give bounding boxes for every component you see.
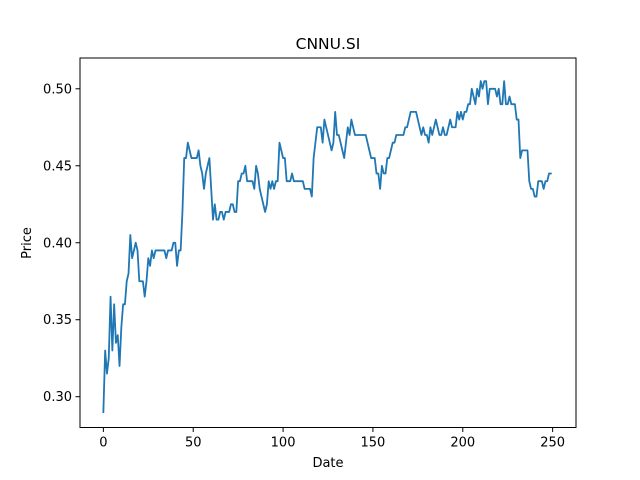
x-tick-label: 150 [361,436,386,451]
y-tick-label: 0.40 [43,236,72,251]
x-tick-label: 0 [99,436,107,451]
y-tick-label: 0.30 [43,390,72,405]
y-tick-label: 0.35 [43,313,72,328]
x-tick-label: 200 [450,436,475,451]
y-tick-label: 0.45 [43,159,72,174]
x-tick-label: 250 [540,436,565,451]
y-axis-label: Price [20,227,35,259]
y-tick-label: 0.50 [43,82,72,97]
x-tick-label: 50 [185,436,202,451]
x-tick-label: 100 [271,436,296,451]
chart-title: CNNU.SI [296,35,361,53]
x-axis-label: Date [312,456,343,471]
